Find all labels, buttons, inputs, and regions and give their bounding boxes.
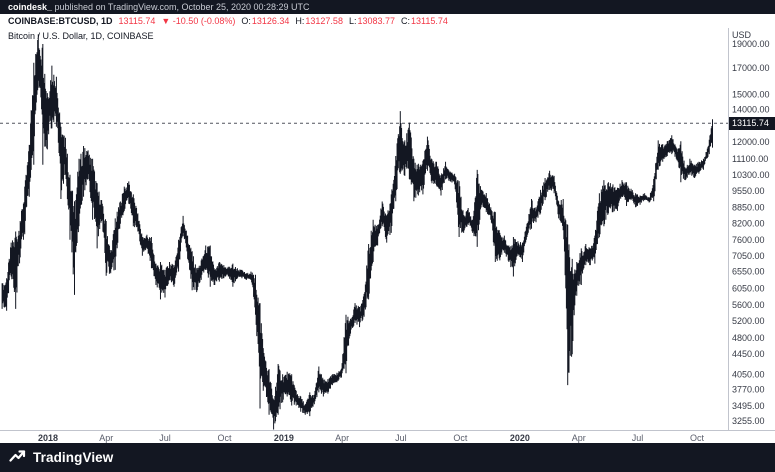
symbol-name: COINBASE:BTCUSD, 1D xyxy=(8,16,113,26)
time-axis-label: 2018 xyxy=(38,433,58,443)
last-price: 13115.74 xyxy=(118,16,156,26)
price-axis-label: 5600.00 xyxy=(732,300,765,310)
price-axis-label: 4800.00 xyxy=(732,333,765,343)
price-axis-label: 8850.00 xyxy=(732,202,765,212)
price-axis-label: 3495.00 xyxy=(732,401,765,411)
close-value: C: 13115.74 xyxy=(401,16,448,26)
time-axis: 2018 Apr Jul Oct 2019 Apr Jul Oct 2020 Apr Jul Oct xyxy=(38,433,705,443)
time-axis-label: Apr xyxy=(572,433,586,443)
time-axis-label: Jul xyxy=(632,433,644,443)
username-link[interactable]: coindesk_ xyxy=(8,2,53,12)
time-axis-label: Apr xyxy=(335,433,349,443)
price-axis-label: 3255.00 xyxy=(732,416,765,426)
price-axis-label: 6050.00 xyxy=(732,284,765,294)
price-axis-label: 9550.00 xyxy=(732,186,765,196)
tradingview-logo-icon[interactable] xyxy=(9,449,26,466)
price-axis: 19000.00 17000.00 15000.00 14000.00 12000.00… xyxy=(732,39,770,426)
price-axis-label: 7050.00 xyxy=(732,251,765,261)
price-axis-label: 4050.00 xyxy=(732,369,765,379)
price-change: ▼ -10.50 (-0.08%) xyxy=(161,16,236,26)
price-axis-label: 15000.00 xyxy=(732,90,770,100)
symbol-bar: COINBASE:BTCUSD, 1D 13115.74 ▼ -10.50 (-… xyxy=(0,14,775,28)
price-axis-label: 17000.00 xyxy=(732,63,770,73)
time-axis-label: Jul xyxy=(395,433,407,443)
price-bars-path xyxy=(1,34,713,430)
time-axis-label: 2020 xyxy=(510,433,530,443)
current-price-badge: 13115.74 xyxy=(729,116,775,130)
time-axis-label: Oct xyxy=(690,433,705,443)
price-axis-label: 12000.00 xyxy=(732,137,770,147)
time-axis-label: Oct xyxy=(453,433,468,443)
time-axis-label: Oct xyxy=(217,433,232,443)
price-axis-label: 6550.00 xyxy=(732,267,765,277)
price-axis-label: 8200.00 xyxy=(732,219,765,229)
time-axis-label: 2019 xyxy=(274,433,294,443)
price-axis-label: 11100.00 xyxy=(732,154,768,164)
footer-bar: TradingView xyxy=(0,443,775,472)
price-axis-label: 7600.00 xyxy=(732,235,765,245)
chart-legend: Bitcoin / U.S. Dollar, 1D, COINBASE xyxy=(8,31,154,41)
price-axis-label: 3770.00 xyxy=(732,385,765,395)
time-axis-label: Jul xyxy=(159,433,171,443)
time-axis-label: Apr xyxy=(99,433,113,443)
attribution-bar: coindesk_ published on TradingView.com, … xyxy=(0,0,775,14)
price-chart-svg: 19000.00 17000.00 15000.00 14000.00 12000.00… xyxy=(0,28,775,443)
price-axis-label: 4450.00 xyxy=(732,349,765,359)
price-axis-label: 5200.00 xyxy=(732,316,765,326)
tradingview-brand[interactable]: TradingView xyxy=(33,450,114,465)
axis-unit-label: USD xyxy=(732,30,752,40)
price-axis-label: 10300.00 xyxy=(732,170,770,180)
price-axis-label: 19000.00 xyxy=(732,39,770,49)
chart-plot[interactable]: 19000.00 17000.00 15000.00 14000.00 12000.00… xyxy=(0,28,775,443)
price-axis-label: 14000.00 xyxy=(732,104,770,114)
high-value: H: 13127.58 xyxy=(295,16,343,26)
attribution-text: published on TradingView.com, October 25… xyxy=(52,2,310,12)
open-value: O: 13126.34 xyxy=(241,16,290,26)
low-value: L: 13083.77 xyxy=(348,16,396,26)
